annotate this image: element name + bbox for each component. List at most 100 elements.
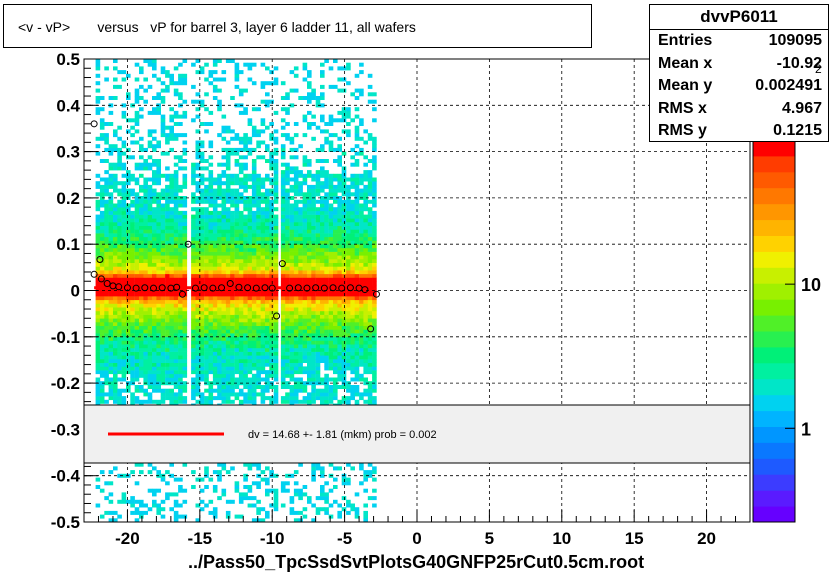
heatmap-cell xyxy=(143,207,148,212)
heatmap-cell xyxy=(104,329,109,334)
heatmap-cell xyxy=(217,362,222,367)
heatmap-cell xyxy=(104,170,109,175)
heatmap-cell xyxy=(273,325,279,330)
heatmap-cell xyxy=(289,255,295,260)
heatmap-cell xyxy=(354,203,360,208)
heatmap-cell xyxy=(363,214,368,219)
heatmap-cell xyxy=(165,210,170,215)
heatmap-cell xyxy=(108,296,114,301)
heatmap-cell xyxy=(117,310,122,315)
heatmap-cell xyxy=(121,296,127,301)
heatmap-cell xyxy=(346,233,351,238)
heatmap-cell xyxy=(372,218,377,223)
heatmap-cell xyxy=(221,266,227,271)
heatmap-cell xyxy=(315,184,321,189)
heatmap-cell xyxy=(298,347,303,352)
heatmap-cell xyxy=(126,340,131,345)
heatmap-cell xyxy=(143,184,148,189)
heatmap-cell xyxy=(247,307,253,312)
heatmap-cell xyxy=(289,277,295,282)
heatmap-cell xyxy=(324,496,329,501)
heatmap-cell xyxy=(372,118,377,123)
heatmap-cell xyxy=(320,266,325,271)
heatmap-cell xyxy=(251,347,257,352)
heatmap-cell xyxy=(247,322,253,326)
heatmap-cell xyxy=(280,173,286,178)
heatmap-cell xyxy=(359,118,364,123)
heatmap-cell xyxy=(285,96,290,100)
heatmap-cell xyxy=(333,159,338,163)
heatmap-cell xyxy=(173,385,179,389)
heatmap-cell xyxy=(121,188,127,193)
heatmap-cell xyxy=(273,199,279,204)
heatmap-cell xyxy=(130,329,135,334)
heatmap-cell xyxy=(95,329,101,334)
heatmap-cell xyxy=(113,259,118,263)
heatmap-cell xyxy=(363,288,368,293)
heatmap-cell xyxy=(160,292,166,297)
x-tick-label: -20 xyxy=(115,529,140,548)
heatmap-cell xyxy=(273,151,279,156)
heatmap-cell xyxy=(280,314,286,319)
heatmap-cell xyxy=(230,377,235,382)
heatmap-cell xyxy=(156,362,161,367)
heatmap-cell xyxy=(143,351,148,356)
heatmap-cell xyxy=(182,359,188,363)
heatmap-cell xyxy=(298,399,303,404)
heatmap-cell xyxy=(130,303,135,308)
heatmap-cell xyxy=(165,303,170,308)
heatmap-cell xyxy=(221,170,227,175)
heatmap-cell xyxy=(134,262,140,267)
heatmap-cell xyxy=(182,214,188,219)
heatmap-cell xyxy=(256,377,261,382)
heatmap-cell xyxy=(225,355,231,360)
heatmap-cell xyxy=(341,110,347,115)
heatmap-cell xyxy=(230,251,235,256)
heatmap-cell xyxy=(328,225,334,230)
heatmap-cell xyxy=(99,96,105,100)
heatmap-cell xyxy=(121,229,127,234)
heatmap-cell xyxy=(320,507,325,512)
heatmap-cell xyxy=(182,233,188,238)
heatmap-cell xyxy=(165,188,170,193)
heatmap-cell xyxy=(372,399,377,404)
heatmap-cell xyxy=(230,199,235,204)
heatmap-cell xyxy=(95,173,101,178)
heatmap-cell xyxy=(260,81,266,86)
heatmap-cell xyxy=(147,244,153,249)
heatmap-cell xyxy=(126,310,131,315)
heatmap-cell xyxy=(182,307,188,312)
heatmap-cell xyxy=(208,140,214,145)
heatmap-cell xyxy=(333,355,338,360)
heatmap-cell xyxy=(273,333,279,338)
heatmap-cell xyxy=(328,333,334,338)
heatmap-cell xyxy=(265,329,270,334)
heatmap-cell xyxy=(238,355,244,360)
heatmap-cell xyxy=(354,359,360,363)
heatmap-cell xyxy=(169,507,174,512)
heatmap-cell xyxy=(204,314,209,319)
heatmap-cell xyxy=(139,499,144,504)
heatmap-cell xyxy=(117,292,122,297)
heatmap-cell xyxy=(285,255,290,260)
heatmap-cell xyxy=(293,199,299,204)
heatmap-cell xyxy=(208,218,214,223)
heatmap-cell xyxy=(212,299,218,304)
heatmap-cell xyxy=(324,233,329,238)
heatmap-cell xyxy=(195,184,201,189)
heatmap-cell xyxy=(121,307,127,312)
heatmap-cell xyxy=(346,314,351,319)
heatmap-cell xyxy=(208,344,214,349)
heatmap-cell xyxy=(217,210,222,215)
heatmap-cell xyxy=(298,244,303,249)
heatmap-cell xyxy=(354,277,360,282)
heatmap-cell xyxy=(363,336,368,341)
heatmap-cell xyxy=(139,344,144,349)
heatmap-cell xyxy=(238,399,244,404)
heatmap-cell xyxy=(350,322,355,326)
heatmap-cell xyxy=(243,299,248,304)
heatmap-cell xyxy=(230,225,235,230)
heatmap-cell xyxy=(139,222,144,226)
heatmap-cell xyxy=(354,292,360,297)
heatmap-cell xyxy=(130,118,135,123)
